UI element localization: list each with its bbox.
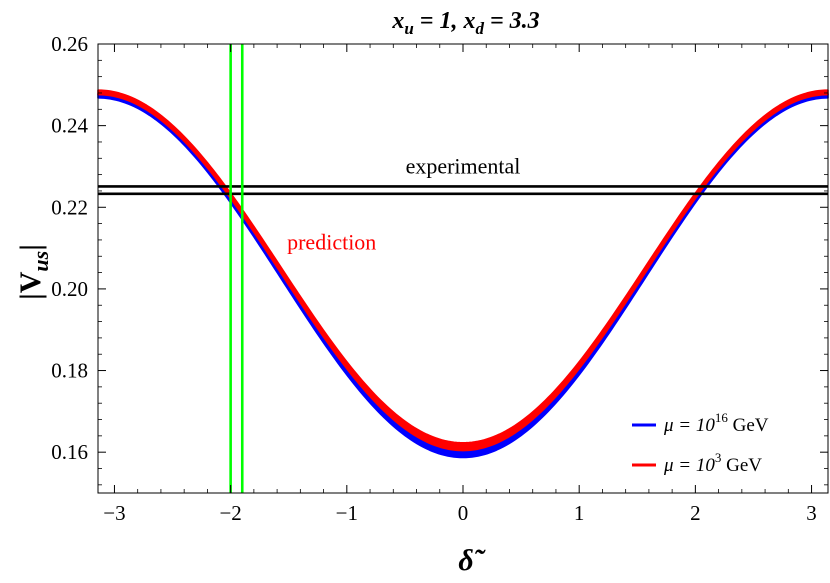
legend-label: μ = 103 GeV — [663, 450, 762, 476]
title-part: = 1, — [414, 8, 464, 34]
y-tick-label: 0.26 — [51, 32, 88, 56]
x-tick-label: −1 — [336, 501, 358, 525]
x-tick-label: 0 — [458, 501, 469, 525]
series-band-1 — [97, 93, 829, 459]
x-tick-label: −3 — [103, 501, 125, 525]
delta-range-lines — [229, 44, 244, 493]
x-tick-label: −2 — [219, 501, 241, 525]
title-part: d — [475, 19, 484, 38]
y-tick-label: 0.24 — [51, 114, 88, 138]
chart-title: xu = 1, xd = 3.3 — [391, 8, 539, 38]
prediction-bands — [97, 89, 829, 459]
x-tick-label: 3 — [806, 501, 817, 525]
y-tick-label: 0.16 — [51, 440, 88, 464]
title-part: = 3.3 — [484, 8, 540, 34]
legend: μ = 1016 GeV μ = 103 GeV — [632, 410, 769, 476]
y-axis-ticks: 0.16 0.18 0.20 0.22 0.24 0.26 — [51, 32, 828, 486]
plot-frame — [97, 43, 829, 494]
y-tick-label: 0.20 — [51, 277, 88, 301]
title-part: x — [462, 8, 475, 34]
x-tick-label: 2 — [690, 501, 701, 525]
y-tick-label: 0.18 — [51, 359, 88, 383]
prediction-label: prediction — [287, 230, 376, 255]
legend-label: μ = 1016 GeV — [663, 410, 769, 436]
series-band-2 — [97, 89, 829, 452]
experimental-label: experimental — [406, 153, 521, 178]
x-axis-ticks: −3 −2 −1 0 1 2 3 — [103, 44, 817, 525]
x-axis-label: δ̃ — [458, 544, 486, 577]
y-tick-label: 0.22 — [51, 195, 88, 219]
experimental-lines — [98, 185, 828, 196]
x-tick-label: 1 — [574, 501, 585, 525]
annotations: experimental prediction — [287, 153, 520, 254]
title-part: u — [404, 19, 413, 38]
y-axis-label: |Vus| — [14, 244, 53, 300]
title-part: x — [391, 8, 404, 34]
